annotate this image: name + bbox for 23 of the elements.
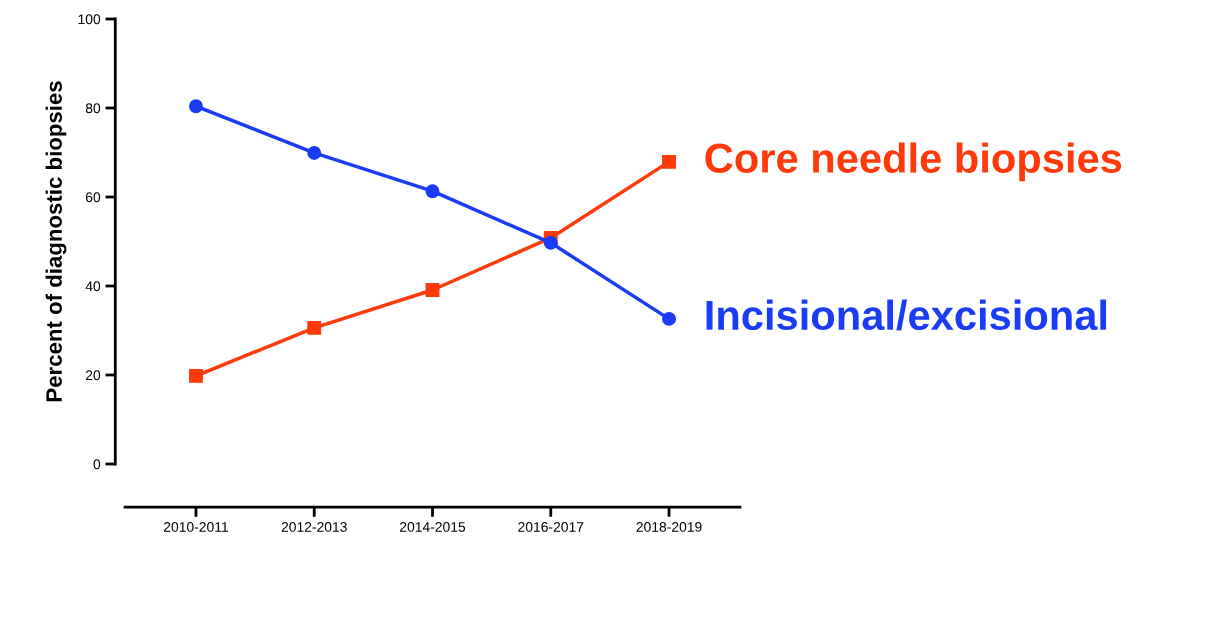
point bbox=[662, 154, 676, 169]
y-tick-label: 0 bbox=[93, 459, 101, 470]
point bbox=[189, 368, 203, 383]
y-tick-label: 20 bbox=[85, 370, 101, 381]
y-tick-label: 60 bbox=[85, 192, 101, 203]
point bbox=[543, 235, 558, 250]
x-tick-label: 2010-2011 bbox=[163, 522, 228, 532]
point bbox=[307, 145, 322, 160]
x-tick-label: 2014-2015 bbox=[399, 522, 466, 532]
point bbox=[189, 99, 203, 114]
series-label: Incisional/excisional bbox=[706, 299, 1107, 331]
y-tick-label: 80 bbox=[85, 103, 101, 114]
point bbox=[307, 320, 322, 335]
point bbox=[662, 311, 676, 326]
y-tick-label: 40 bbox=[85, 281, 101, 292]
series-label: Core needle biopsies bbox=[705, 142, 1122, 182]
point bbox=[425, 184, 440, 199]
point bbox=[425, 283, 440, 297]
y-axis-title: Percent of diagnostic biopsies bbox=[45, 81, 67, 402]
x-tick-label: 2018-2019 bbox=[636, 522, 702, 532]
x-tick-label: 2012-2013 bbox=[281, 522, 347, 532]
y-tick-label: 100 bbox=[78, 14, 101, 25]
x-tick-label: 2016-2017 bbox=[518, 522, 584, 532]
